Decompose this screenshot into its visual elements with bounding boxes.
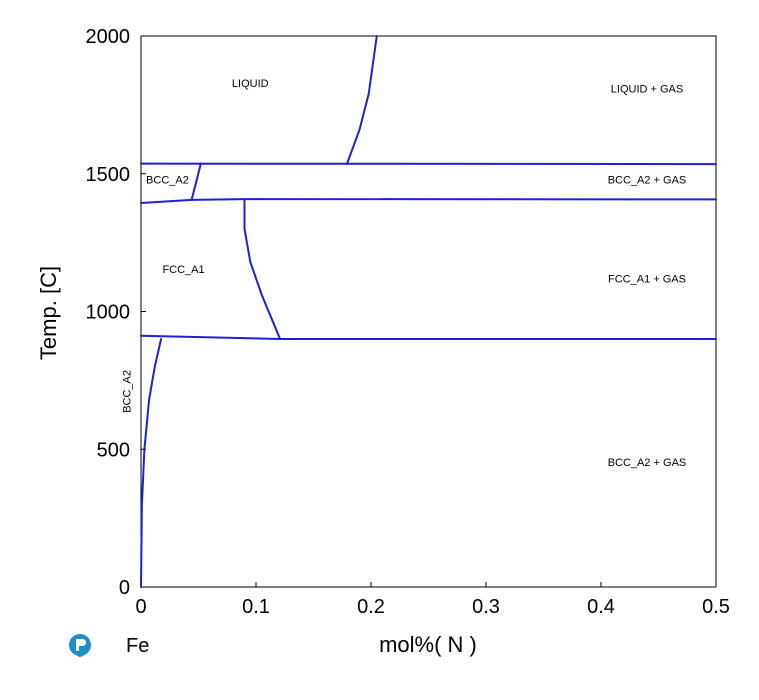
logo-p-stem [76, 639, 79, 651]
phase-region-label: BCC_A2 [122, 370, 134, 413]
x-tick-label: 0.2 [357, 596, 385, 618]
x-axis-ticks: 0 0.1 0.2 0.3 0.4 0.5 [135, 582, 730, 618]
phase-boundary-line [190, 162, 202, 201]
x-axis-title: mol%( N ) [379, 632, 477, 657]
phase-region-label: BCC_A2 + GAS [608, 457, 687, 469]
y-tick-label: 1500 [86, 164, 131, 186]
x-tick-label: 0.5 [702, 596, 730, 618]
phase-region-label: LIQUID + GAS [611, 83, 683, 95]
x-tick-label: 0.4 [587, 596, 615, 618]
phase-region-labels: LIQUID LIQUID + GAS BCC_A2 BCC_A2 + GAS FCC_… [122, 78, 687, 469]
y-axis-ticks: 0 500 1000 1500 2000 [86, 26, 146, 599]
y-tick-label: 2000 [86, 26, 131, 48]
element-label: Fe [126, 635, 149, 657]
phase-region-label: FCC_A1 + GAS [608, 274, 686, 286]
phase-boundary-line [140, 338, 163, 588]
phase-boundary-line [243, 198, 282, 340]
phase-boundary-lines [140, 35, 717, 588]
y-axis-title: Temp. [C] [36, 266, 61, 360]
software-logo-icon [69, 634, 91, 657]
phase-region-label: BCC_A2 + GAS [608, 174, 687, 186]
y-tick-label: 1000 [86, 302, 131, 324]
y-tick-label: 0 [119, 577, 130, 599]
x-tick-label: 0.3 [472, 596, 500, 618]
phase-boundary-line [140, 162, 717, 166]
x-tick-label: 0.1 [242, 596, 270, 618]
phase-boundary-line [345, 35, 378, 166]
x-tick-label: 0 [135, 596, 146, 618]
phase-boundary-line [140, 198, 717, 204]
phase-region-label: BCC_A2 [146, 174, 189, 186]
plot-border [140, 35, 717, 588]
phase-boundary-line [140, 334, 717, 340]
plot-frame [140, 35, 717, 588]
phase-region-label: LIQUID [232, 78, 269, 90]
logo-drip [74, 651, 86, 657]
y-tick-label: 500 [97, 439, 130, 461]
phase-region-label: FCC_A1 [162, 264, 204, 276]
logo-p-bowl [79, 639, 86, 646]
